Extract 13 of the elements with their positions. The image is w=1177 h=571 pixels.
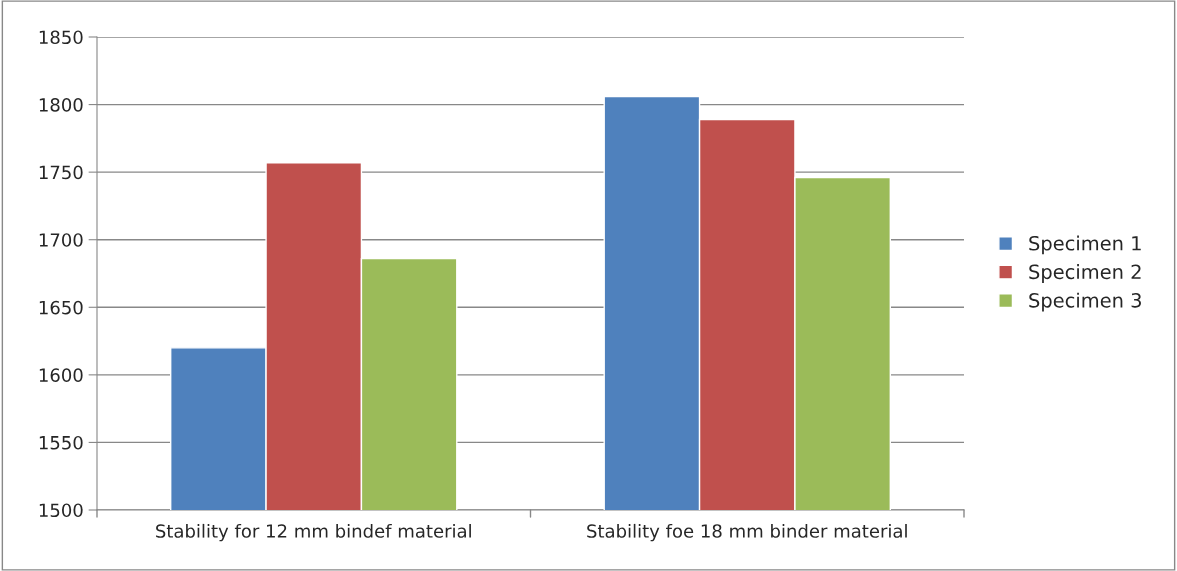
x-tick-label: Stability foe 18 mm binder material [587, 523, 907, 542]
y-tick-label: 1650 [39, 300, 83, 315]
y-tick-label: 1500 [39, 503, 83, 518]
x-tick-label: Stability for 12 mm bindef material [156, 523, 471, 542]
y-tick-label: 1750 [39, 165, 83, 180]
y-tick-label: 1550 [39, 435, 83, 450]
legend-label: Specimen 1 [1029, 235, 1141, 255]
y-tick-label: 1800 [39, 98, 83, 112]
legend-label: Specimen 2 [1029, 264, 1141, 283]
y-tick-label: 1850 [39, 30, 83, 45]
legend-label: Specimen 3 [1029, 292, 1141, 312]
y-tick-label: 1600 [39, 368, 83, 382]
y-tick-label: 1700 [39, 233, 83, 247]
